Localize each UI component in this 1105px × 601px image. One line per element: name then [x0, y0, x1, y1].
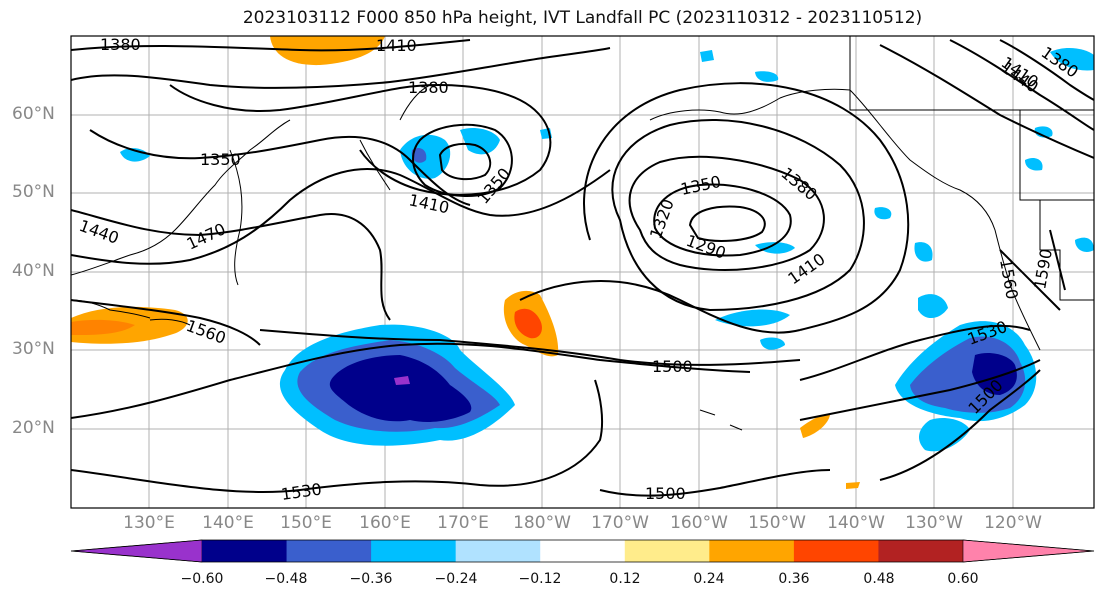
lon-label: 160°W — [670, 513, 728, 533]
lon-label: 180°W — [513, 513, 571, 533]
contour-label: 1350 — [200, 150, 241, 169]
colorbar-segment — [709, 540, 795, 562]
lat-label: 60°N — [12, 104, 55, 124]
lat-label: 40°N — [12, 261, 55, 281]
lon-label: 120°W — [984, 513, 1042, 533]
colorbar-segment — [70, 539, 203, 563]
colorbar-segment — [286, 540, 372, 562]
lat-label: 30°N — [12, 339, 55, 359]
colorbar-tick: 0.24 — [693, 571, 725, 587]
colorbar-tick: 0.36 — [778, 571, 810, 587]
colorbar-tick: −0.12 — [518, 571, 562, 587]
contour-label: 1380 — [100, 35, 141, 54]
map-title: 2023103112 F000 850 hPa height, IVT Land… — [242, 8, 923, 28]
colorbar-tick: −0.36 — [349, 571, 393, 587]
lon-label: 140°W — [827, 513, 885, 533]
lat-label: 20°N — [12, 418, 55, 438]
colorbar-segment — [878, 540, 964, 562]
colorbar-segments — [70, 539, 1095, 563]
colorbar-tick: −0.60 — [180, 571, 224, 587]
contour-label: 1410 — [376, 36, 417, 55]
colorbar-segment — [371, 540, 457, 562]
lon-label: 140°E — [202, 513, 254, 533]
colorbar-tick: −0.48 — [264, 571, 308, 587]
height-contours — [71, 39, 1094, 497]
contour-label: 1380 — [408, 78, 449, 97]
colorbar-segment — [540, 540, 626, 562]
lon-label: 160°E — [359, 513, 411, 533]
lon-label: 150°W — [748, 513, 806, 533]
colorbar-tick: 0.48 — [863, 571, 895, 587]
lon-label: 130°W — [905, 513, 963, 533]
colorbar-segment — [455, 540, 541, 562]
map-frame — [70, 35, 1095, 509]
ivt-shading — [71, 36, 1094, 489]
colorbar-outline — [70, 539, 1095, 563]
map-fill-layer: 1380 1410 1380 1350 1440 1470 1410 1350 … — [71, 35, 1094, 508]
lon-label: 130°E — [123, 513, 175, 533]
colorbar-segment — [793, 540, 879, 562]
coastlines — [71, 36, 1094, 431]
colorbar-segment — [202, 540, 288, 562]
colorbar-segment — [624, 540, 710, 562]
colorbar-tick: −0.24 — [434, 571, 478, 587]
lon-label: 170°W — [591, 513, 649, 533]
colorbar-tick: 0.12 — [609, 571, 641, 587]
contour-label: 1500 — [645, 484, 686, 503]
contour-label: 1500 — [652, 357, 693, 376]
lon-label: 170°E — [437, 513, 489, 533]
lon-label: 150°E — [280, 513, 332, 533]
lat-label: 50°N — [12, 182, 55, 202]
colorbar-segment — [962, 539, 1095, 563]
colorbar-tick: 0.60 — [947, 571, 979, 587]
